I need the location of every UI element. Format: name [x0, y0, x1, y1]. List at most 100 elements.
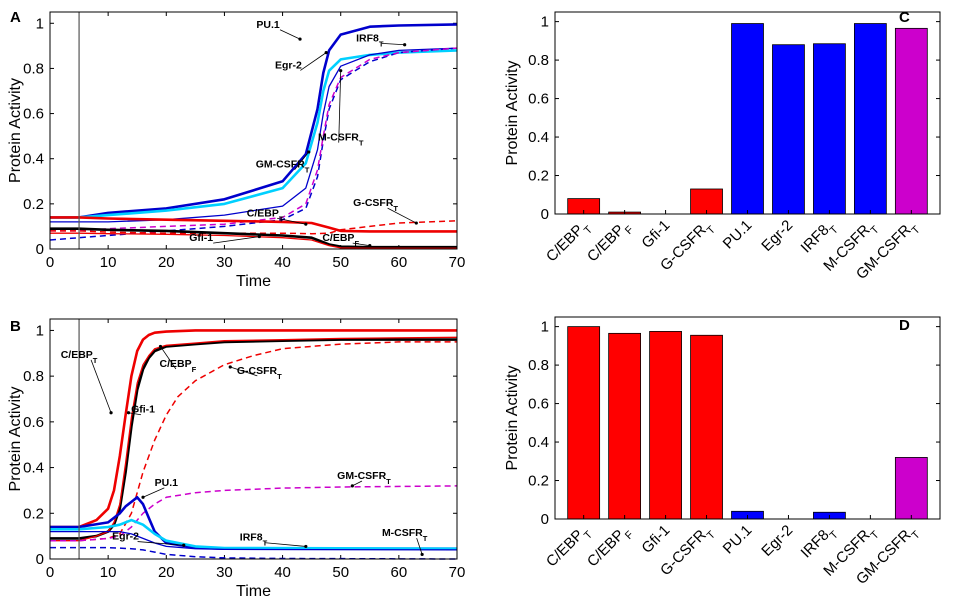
y-axis-label: Protein Activity — [7, 78, 24, 183]
annotation-arrow — [230, 366, 258, 377]
annotation-arrowhead — [141, 495, 145, 499]
annotation-arrow — [387, 207, 417, 224]
annotation-label-pu-1: PU.1 — [155, 477, 179, 489]
series-line-c-ebp-t — [50, 329, 457, 529]
panel-letter: C — [899, 9, 910, 26]
x-tick-label: 0 — [46, 254, 54, 271]
bar-c-ebpf — [608, 332, 642, 520]
plot-frame — [554, 11, 941, 215]
y-tick-label: 1 — [541, 319, 549, 336]
panel-letter: A — [10, 9, 21, 26]
series-line-egr-2 — [50, 49, 458, 219]
bar-gfi-1 — [649, 331, 682, 520]
series-line-c-ebp-t — [50, 216, 457, 233]
annotation-arrow — [294, 151, 310, 170]
annotation-arrow — [137, 541, 184, 546]
annotation-label-irf8t: IRF8T — [356, 32, 384, 48]
y-tick-label: 0.2 — [528, 168, 549, 185]
annotation-arrowhead — [126, 411, 131, 415]
series-line-irf8-t — [50, 47, 458, 223]
x-axis-label: Time — [236, 273, 271, 290]
y-tick-label: 0.8 — [528, 357, 549, 374]
annotation-label-c-ebpf: C/EBPF — [322, 232, 359, 248]
bar-c-ebpt — [567, 326, 601, 520]
series-line-gfi-1 — [50, 336, 458, 542]
annotation-arrowhead — [324, 51, 328, 55]
x-tick-label: 50 — [332, 254, 349, 271]
category-label-pu-1: PU.1 — [720, 522, 756, 558]
annotation-label-g-csfrt: G-CSFRT — [353, 197, 398, 213]
series-line-pu-1 — [50, 496, 457, 550]
annotation-arrow — [416, 538, 423, 555]
annotation-arrow — [213, 236, 260, 244]
y-tick-label: 0.2 — [23, 196, 44, 213]
y-tick-label: 0.6 — [528, 91, 549, 108]
y-axis-label: Protein Activity — [504, 366, 521, 471]
annotation-arrowhead — [182, 543, 186, 547]
annotation-label-irf8t: IRF8T — [240, 532, 268, 548]
category-label-egr-2: Egr-2 — [758, 217, 796, 255]
annotation-label-g-csfrt: G-CSFRT — [237, 365, 282, 381]
series-line-gm-csfr-t — [50, 47, 458, 232]
category-label-gfi-1: Gfi-1 — [638, 522, 673, 557]
bar-gm-csfrt — [894, 457, 928, 520]
panel-b-line-chart: 0 10 20 30 40 50 60 70 0 0.2 0.4 0.6 0.8 1 C/EBPT C/EBP… — [7, 318, 465, 600]
category-label-egr-2: Egr-2 — [758, 522, 796, 560]
annotation-arrow — [352, 242, 370, 247]
panel-a-line-chart: 0 10 20 30 40 50 60 70 0 0.2 0.4 0.6 0.8 1 PU.1 IRF8T Eg… — [7, 9, 465, 290]
annotation-arrowhead — [304, 544, 308, 549]
series-line-g-csfr-t — [50, 220, 458, 235]
plot-frame — [49, 318, 458, 560]
annotation-arrow — [277, 217, 306, 225]
annotation-label-egr-2: Egr-2 — [275, 59, 302, 71]
annotation-arrowhead — [304, 222, 308, 226]
annotation-label-gfi-1: Gfi-1 — [189, 232, 213, 244]
bar-m-csfrt — [853, 23, 887, 215]
y-tick-label: 0 — [541, 511, 549, 528]
annotation-arrowhead — [350, 484, 354, 488]
category-label-gfi-1: Gfi-1 — [638, 217, 673, 252]
annotation-arrow — [381, 42, 405, 46]
annotation-label-egr-2: Egr-2 — [112, 531, 139, 543]
annotation-label-gm-csfrt: GM-CSFRT — [256, 159, 310, 175]
x-tick-label: 70 — [449, 254, 466, 271]
series-line-egr-2 — [50, 518, 458, 550]
bar-pu-1 — [731, 23, 764, 215]
category-label-c-ebpf: C/EBPF — [584, 217, 636, 269]
annotation-label-c-ebpt: C/EBPT — [247, 207, 284, 223]
annotation-arrowhead — [403, 43, 407, 47]
series-line-g-csfr-t — [50, 341, 457, 542]
y-tick-label: 0.4 — [528, 434, 549, 451]
annotation-arrowhead — [414, 221, 418, 225]
x-tick-label: 40 — [274, 564, 291, 581]
y-tick-label: 1 — [541, 14, 549, 31]
annotation-label-pu-1: PU.1 — [256, 19, 280, 31]
bar-gm-csfrt — [894, 27, 928, 215]
annotation-arrow — [90, 359, 112, 413]
bar-egr-2 — [772, 44, 805, 215]
annotation-label-m-csfrt: M-CSFRT — [318, 132, 364, 148]
annotation-arrowhead — [109, 411, 113, 415]
annotation-arrowhead — [158, 344, 163, 349]
y-tick-label: 1 — [36, 322, 44, 339]
annotation-arrowhead — [307, 150, 311, 154]
annotation-arrowhead — [298, 37, 302, 41]
y-tick-label: 1 — [36, 15, 44, 32]
panel-letter: D — [899, 317, 910, 334]
y-axis-label: Protein Activity — [7, 387, 24, 492]
y-tick-label: 0.6 — [528, 396, 549, 413]
x-tick-label: 30 — [216, 564, 233, 581]
y-tick-label: 0.4 — [23, 460, 44, 477]
annotation-arrowhead — [420, 552, 424, 557]
bar-g-csfrt — [690, 334, 723, 520]
annotation-label-gm-csfrt: GM-CSFRT — [337, 470, 391, 486]
annotation-label-m-csfrt: M-CSFRT — [382, 527, 428, 543]
annotation-label-c-ebpt: C/EBPT — [61, 349, 98, 365]
annotation-arrow — [279, 29, 301, 40]
category-label-c-ebpt: C/EBPT — [543, 217, 595, 269]
y-tick-label: 0.8 — [23, 368, 44, 385]
x-tick-label: 0 — [46, 564, 54, 581]
annotation-arrow — [160, 346, 177, 370]
annotation-label-c-ebpf: C/EBPF — [160, 358, 197, 374]
